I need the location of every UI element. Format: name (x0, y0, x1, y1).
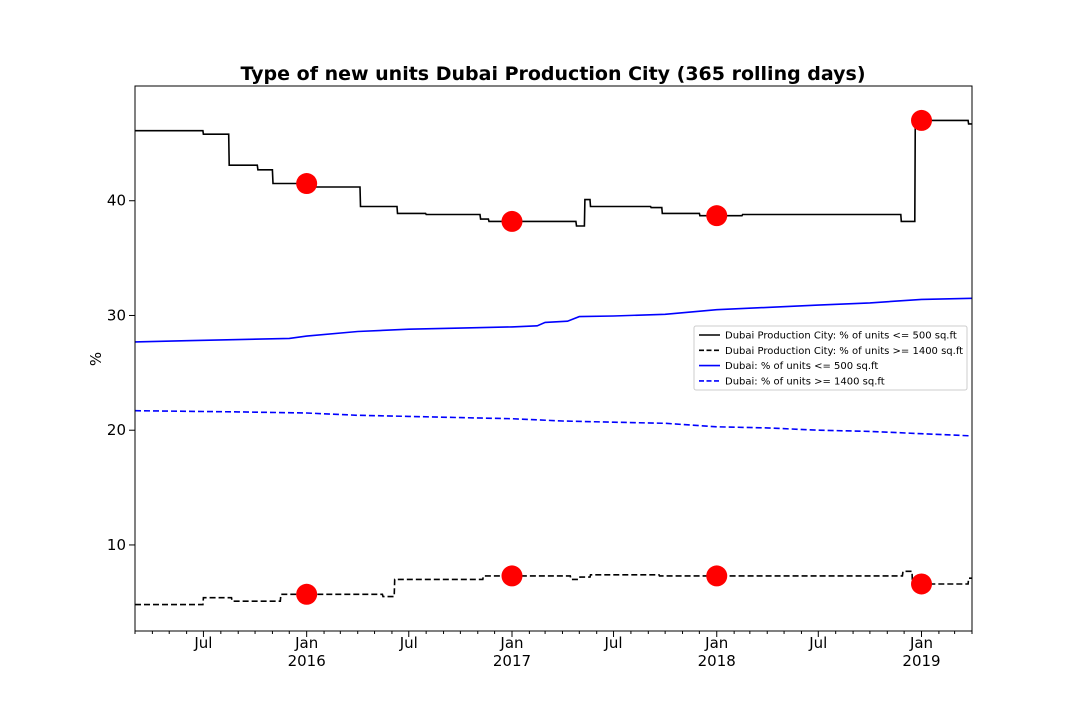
highlight-marker (501, 210, 523, 232)
x-tick-label: Jan (294, 634, 318, 652)
legend: Dubai Production City: % of units <= 500… (693, 325, 968, 391)
highlight-marker (296, 173, 318, 195)
series-line-2 (135, 570, 972, 606)
y-tick-label: 10 (107, 536, 126, 554)
series-line-3 (135, 297, 972, 343)
x-tick-label: Jan (704, 634, 728, 652)
legend-label-1: Dubai Production City: % of units <= 500… (725, 331, 957, 342)
x-tick-year-label: 2017 (493, 652, 531, 670)
highlight-marker (706, 565, 728, 587)
y-axis-label: % (87, 352, 105, 366)
chart-title: Type of new units Dubai Production City … (240, 63, 865, 85)
highlight-marker (706, 205, 728, 227)
highlight-marker (911, 573, 933, 595)
y-tick-label: 20 (107, 421, 126, 439)
legend-label-2: Dubai Production City: % of units >= 140… (725, 346, 963, 357)
x-tick-label: Jul (603, 634, 622, 652)
x-tick-label: Jul (399, 634, 418, 652)
x-tick-year-label: 2016 (288, 652, 326, 670)
x-tick-label: Jan (909, 634, 933, 652)
highlight-marker (911, 109, 933, 131)
x-tick-label: Jul (193, 634, 212, 652)
legend-label-3: Dubai: % of units <= 500 sq.ft (725, 361, 878, 372)
x-tick-label: Jul (808, 634, 827, 652)
x-tick-year-label: 2019 (902, 652, 940, 670)
highlight-marker (296, 583, 318, 605)
highlight-marker (501, 565, 523, 587)
legend-label-4: Dubai: % of units >= 1400 sq.ft (725, 376, 885, 387)
y-tick-label: 30 (107, 306, 126, 324)
legend-box (693, 325, 968, 391)
x-tick-label: Jan (499, 634, 523, 652)
series-line-1 (135, 113, 972, 227)
y-tick-label: 40 (107, 192, 126, 210)
series-line-4 (135, 409, 972, 437)
plot-frame (134, 85, 973, 632)
x-tick-year-label: 2018 (698, 652, 736, 670)
series-group (135, 113, 972, 606)
